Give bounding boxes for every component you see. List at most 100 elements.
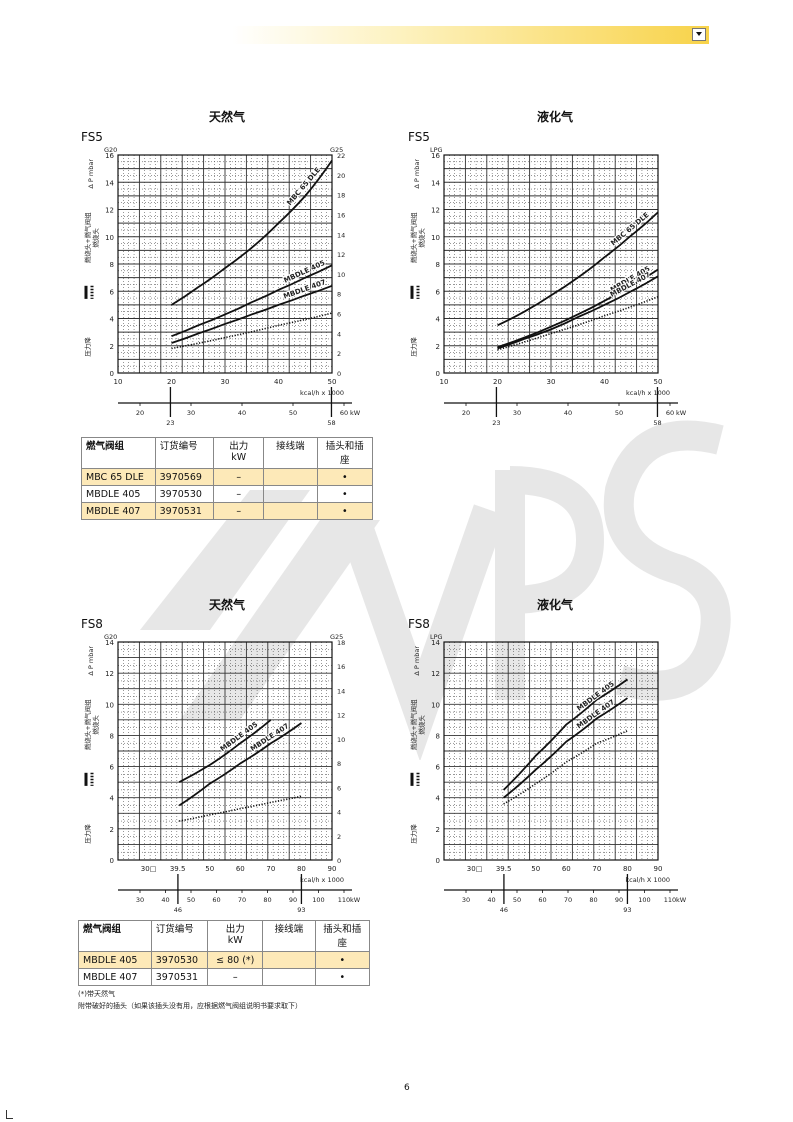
y-tick-label: 4 — [436, 795, 441, 803]
y-tick-label: 2 — [110, 343, 114, 351]
y-tick-label: 0 — [110, 370, 114, 378]
kw-tick-label: 90 — [289, 896, 297, 904]
chart3-fs-label: FS8 — [81, 617, 103, 631]
y2-tick-label: 16 — [337, 663, 345, 671]
y-tick-label: 16 — [105, 152, 114, 160]
col-header: 出力 kW — [207, 920, 264, 952]
y2-tick-label: 4 — [337, 809, 341, 817]
y-tick-label: 2 — [436, 826, 440, 834]
corner-mark — [6, 1110, 13, 1119]
chart4-title: 液化气 — [536, 598, 573, 612]
y-tick-label: 2 — [436, 343, 440, 351]
y-tick-label: 10 — [105, 701, 114, 709]
plot-frame — [117, 641, 333, 861]
x-tick-label: 50 — [531, 865, 540, 873]
y2-tick-label: 12 — [337, 712, 345, 720]
col-header: 接线端 — [263, 437, 318, 469]
x-tick-label: 60 — [562, 865, 571, 873]
page-number: 6 — [404, 1083, 410, 1093]
y2-tick-label: 18 — [337, 192, 345, 200]
side-label-upper: 燃烧头+燃气阀组 — [83, 699, 92, 750]
kw-tick-label: 60 — [666, 409, 674, 417]
col-header: 燃气阀组 — [78, 920, 152, 952]
kw-tick-label: 30 — [462, 896, 470, 904]
x-axis-label: kcal/h X 1000 — [625, 876, 670, 884]
chart2-fs-label: FS5 — [408, 130, 430, 144]
y-tick-label: 12 — [431, 670, 440, 678]
cell — [263, 502, 318, 520]
valve-table-fs8: 燃气阀组 订货编号 出力 kW 接线端 插头和插座 MBDLE 405 3970… — [78, 920, 371, 986]
table-row: MBDLE 405 3970530 – • — [81, 485, 374, 503]
series-line — [178, 719, 272, 783]
table-row: MBC 65 DLE 3970569 – • — [81, 468, 374, 486]
side-label-lower: 压力降 — [409, 337, 418, 357]
y-tick-label: 14 — [431, 639, 440, 647]
cell: • — [314, 951, 371, 969]
x-tick-label: 70 — [592, 865, 601, 873]
y2-tick-label: 8 — [337, 760, 341, 768]
kw-tick-label: 90 — [615, 896, 623, 904]
kw-tick-label: 110 — [338, 896, 350, 904]
kw-unit-label: kW — [676, 409, 687, 417]
y-tick-label: 12 — [431, 207, 440, 215]
y-tick-label: 6 — [436, 288, 441, 296]
cell: • — [316, 502, 374, 520]
y2-tick-label: 4 — [337, 330, 341, 338]
side-label-lower: 压力降 — [83, 824, 92, 844]
kw-tick-label: 60 — [538, 896, 546, 904]
y-axis-label: Δ P mbar — [413, 159, 421, 189]
x-tick-label: 50 — [654, 378, 663, 386]
y-tick-label: 0 — [110, 857, 114, 865]
kw-range-label: 58 — [327, 419, 335, 427]
table-row: MBDLE 405 3970530 ≤ 80 (*) • — [78, 951, 371, 969]
kw-range-label: 46 — [500, 906, 508, 914]
kw-range-label: 93 — [297, 906, 305, 914]
plot-frame — [443, 641, 659, 861]
x-tick-label: 10 — [114, 378, 123, 386]
kw-tick-label: 60 — [340, 409, 348, 417]
y-tick-label: 16 — [431, 152, 440, 160]
kw-range-label: 23 — [166, 419, 174, 427]
series-label: MBC 65 DLE — [285, 166, 322, 207]
chart3-title: 天然气 — [208, 598, 245, 612]
y-tick-label: 8 — [436, 732, 440, 740]
gas-label-right: G25 — [330, 146, 343, 154]
y-tick-label: 6 — [110, 764, 115, 772]
cell — [262, 968, 316, 986]
y-tick-label: 12 — [105, 207, 114, 215]
gas-label-left: G20 — [104, 146, 117, 154]
y-tick-label: 8 — [436, 261, 440, 269]
dropdown-button[interactable] — [692, 28, 706, 41]
side-label-upper: 燃烧头+燃气阀组 — [409, 699, 418, 750]
kw-tick-label: 100 — [312, 896, 324, 904]
x-axis-label: kcal/h x 1000 — [300, 876, 344, 884]
col-header: 出力 kW — [213, 437, 265, 469]
kw-tick-label: 60 — [212, 896, 220, 904]
y-tick-label: 8 — [110, 732, 114, 740]
footnote-1: (*)带天然气 — [78, 990, 115, 998]
cell — [263, 468, 318, 486]
y2-tick-label: 0 — [337, 370, 341, 378]
kw-tick-label: 30 — [187, 409, 195, 417]
gas-label-left: LPG — [430, 633, 443, 641]
y2-tick-label: 10 — [337, 271, 345, 279]
kw-tick-label: 40 — [487, 896, 495, 904]
y-tick-label: 0 — [436, 370, 440, 378]
kw-tick-label: 50 — [289, 409, 297, 417]
chart1-fs-label: FS5 — [81, 130, 103, 144]
x-tick-label: 40 — [274, 378, 283, 386]
chart4-fs-label: FS8 — [408, 617, 430, 631]
gas-label-left: G20 — [104, 633, 117, 641]
x-tick-label: 80 — [297, 865, 306, 873]
kw-tick-label: 80 — [263, 896, 271, 904]
kw-tick-label: 50 — [187, 896, 195, 904]
cell: 3970531 — [150, 968, 209, 986]
y-tick-label: 14 — [105, 179, 114, 187]
y2-tick-label: 2 — [337, 350, 341, 358]
x-tick-label: 40 — [600, 378, 609, 386]
x-tick-label: 30 — [221, 378, 230, 386]
col-header: 燃气阀组 — [81, 437, 156, 469]
cell: ≤ 80 (*) — [207, 951, 264, 969]
